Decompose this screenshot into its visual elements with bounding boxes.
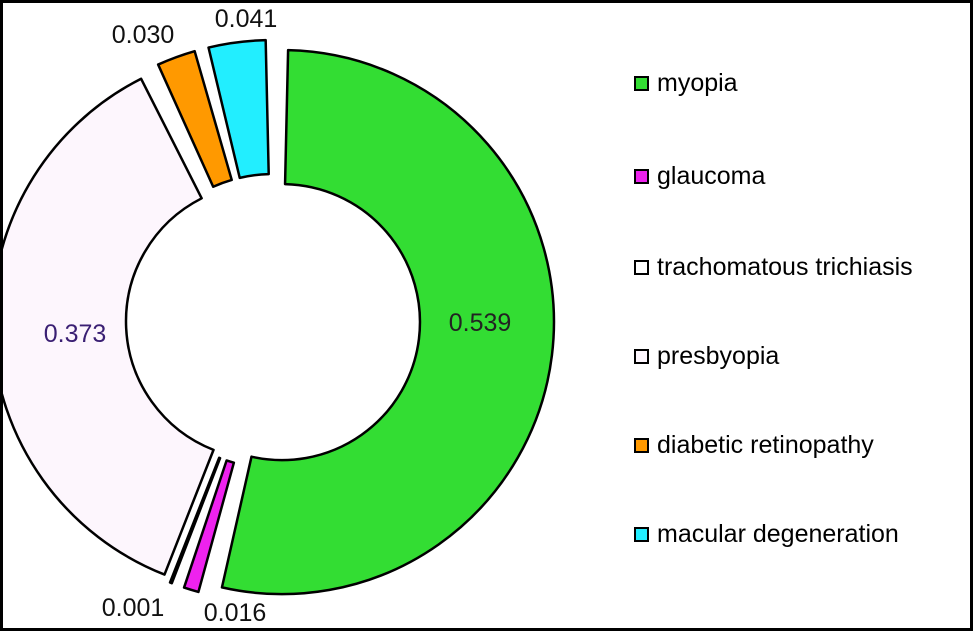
legend-label: diabetic retinopathy [657, 430, 874, 459]
value-label-myopia: 0.539 [449, 309, 512, 337]
legend-label: presbyopia [657, 341, 780, 370]
slice-macular-degeneration [207, 38, 270, 180]
legend-label: macular degeneration [657, 519, 899, 548]
slice-glaucoma [182, 459, 236, 594]
legend-swatch [634, 526, 649, 542]
legend-label: trachomatous trichiasis [657, 252, 913, 281]
value-label-presbyopia: 0.373 [44, 320, 107, 348]
legend-label: myopia [657, 68, 738, 97]
legend-swatch [634, 348, 649, 364]
legend-item-presbyopia: presbyopia [634, 336, 779, 376]
value-label-macular-degeneration: 0.041 [215, 5, 278, 33]
value-label-diabetic-retinopathy: 0.030 [112, 21, 175, 49]
slice-trachomatous-trichiasis [168, 456, 222, 585]
slice-diabetic-retinopathy [156, 49, 233, 188]
legend-swatch [634, 75, 649, 91]
legend-item-trachomatous-trichiasis: trachomatous trichiasis [634, 247, 913, 287]
legend-label: glaucoma [657, 161, 766, 190]
legend-item-diabetic-retinopathy: diabetic retinopathy [634, 425, 874, 465]
legend-item-myopia: myopia [634, 63, 738, 103]
slice-presbyopia [3, 77, 215, 576]
slice-myopia [220, 48, 556, 596]
legend-swatch [634, 259, 649, 275]
legend-swatch [634, 437, 649, 453]
donut-chart: 0.539 0.016 0.001 0.373 0.030 0.041 [3, 5, 556, 627]
value-label-trachomatous-trichiasis: 0.001 [102, 594, 165, 622]
legend-item-glaucoma: glaucoma [634, 156, 765, 196]
value-label-glaucoma: 0.016 [204, 599, 267, 627]
legend-swatch [634, 168, 649, 184]
legend-item-macular-degeneration: macular degeneration [634, 514, 899, 554]
